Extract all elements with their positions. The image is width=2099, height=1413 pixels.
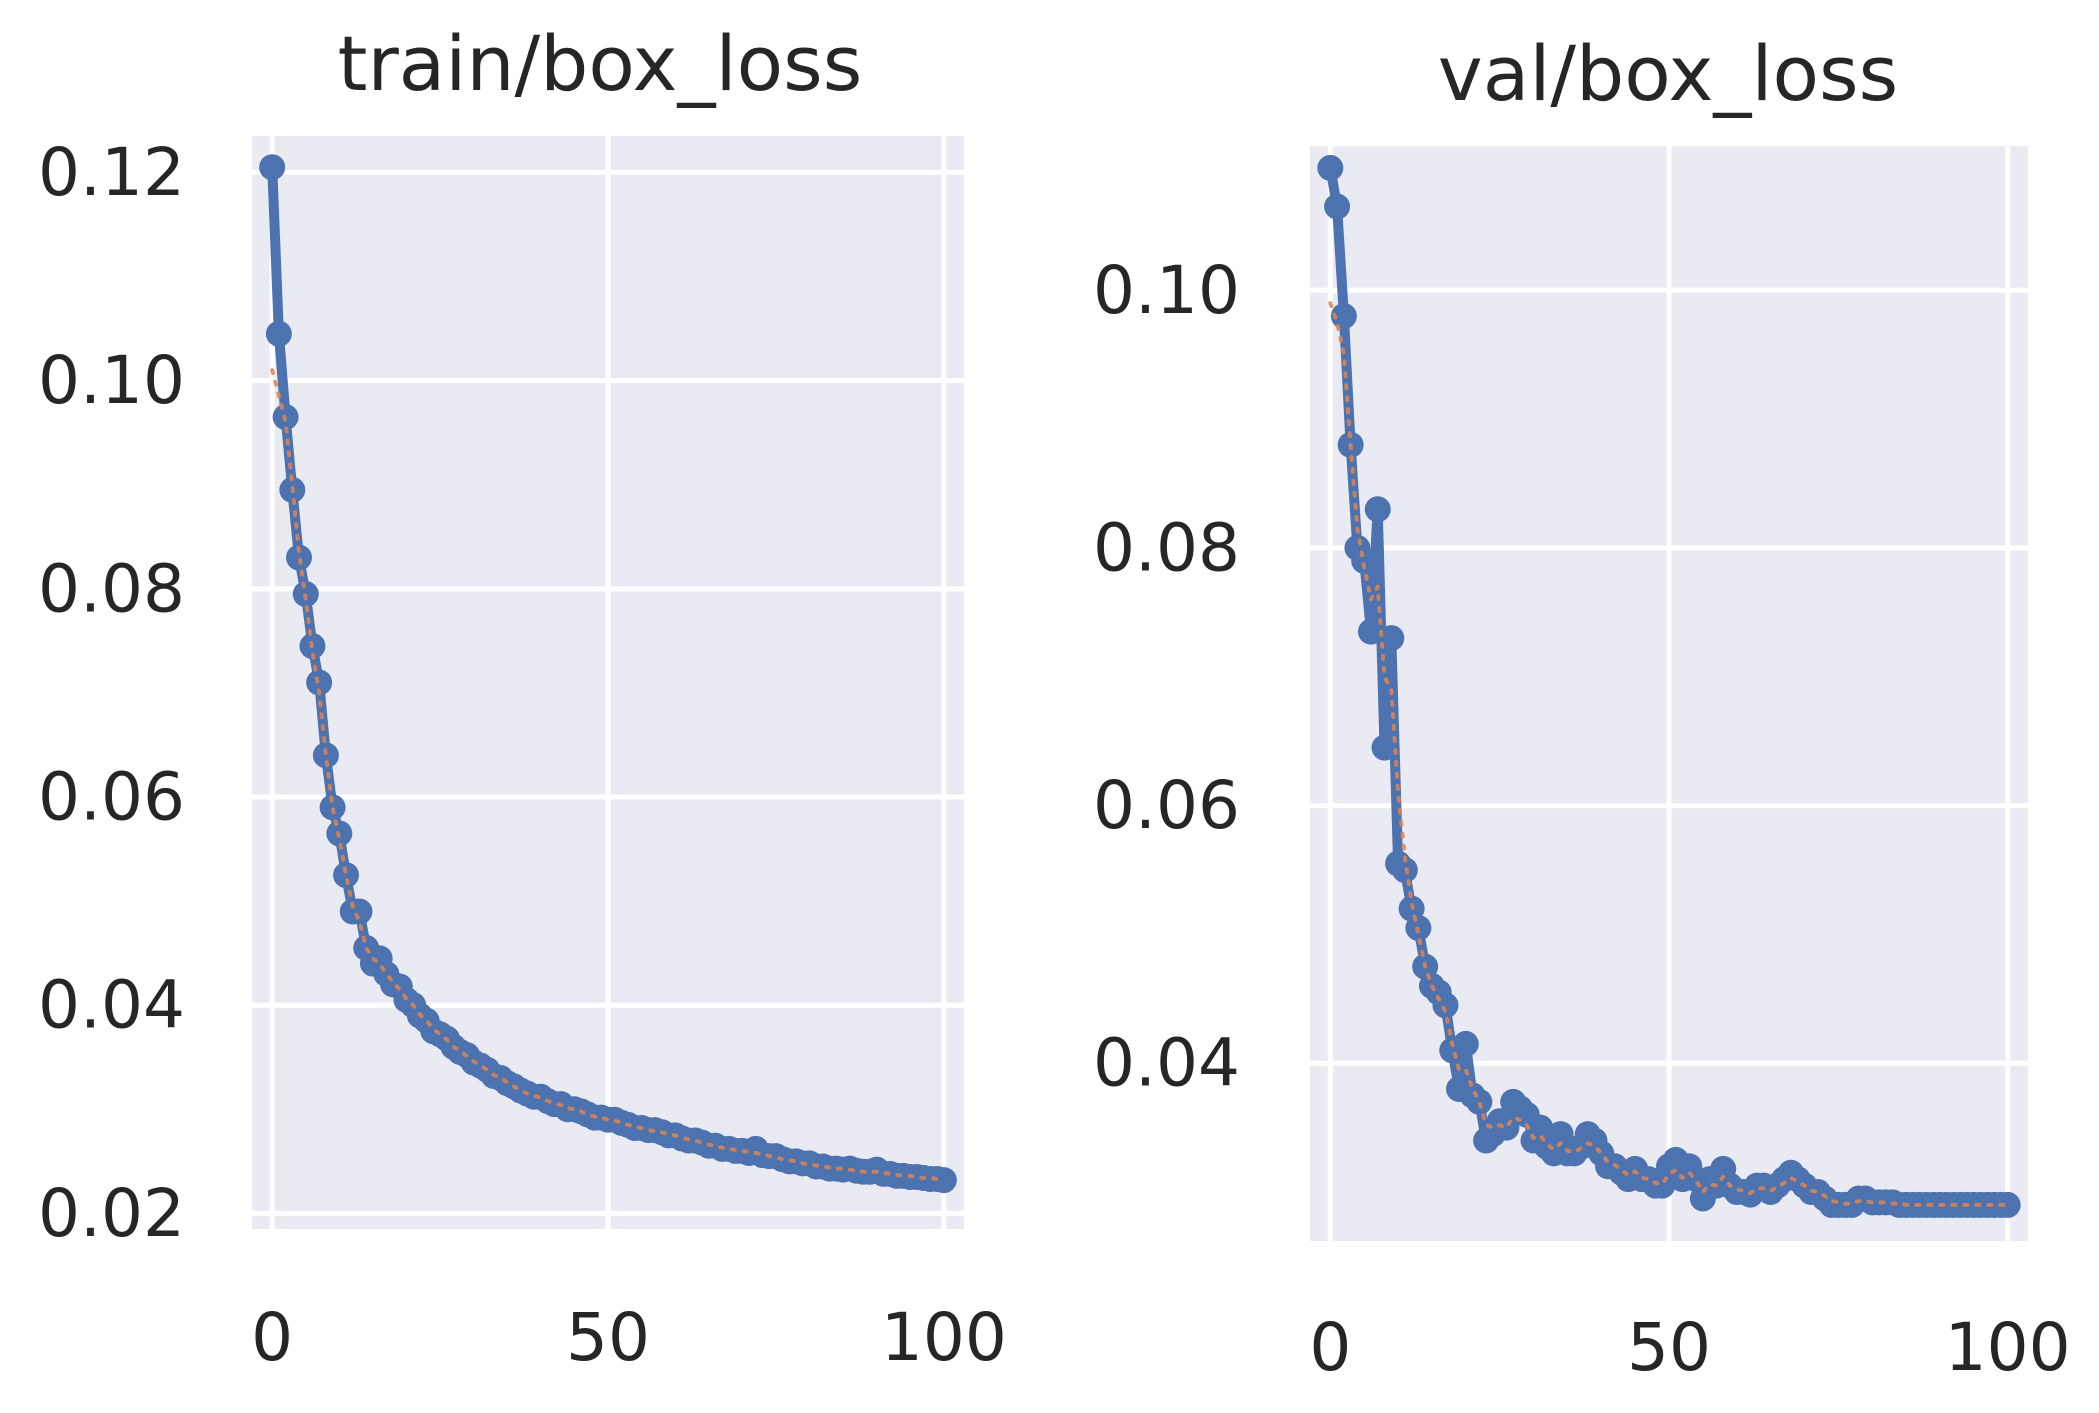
train-box-loss-results-point: [930, 1167, 957, 1194]
train-box-loss-results-point: [319, 794, 346, 821]
val-box-loss-ytick-label: 0.08: [1093, 509, 1240, 586]
train-box-loss-panel: 0.02 0.04 0.06 0.08 0.10 0.12 0 50 100 train/box_…: [38, 19, 1007, 1376]
train-box-loss-results-point: [265, 320, 292, 347]
train-box-loss-ytick-label: 0.02: [38, 1175, 185, 1252]
val-box-loss-results-point: [1371, 734, 1398, 761]
val-box-loss-title: val/box_loss: [1438, 29, 1898, 118]
val-box-loss-results-point: [1452, 1030, 1479, 1057]
train-box-loss-results-point: [259, 154, 286, 181]
val-box-loss-results-point: [1493, 1114, 1520, 1141]
train-box-loss-results-point: [333, 862, 360, 889]
train-box-loss-ytick-label: 0.08: [38, 550, 185, 627]
val-box-loss-xtick-label: 100: [1945, 1309, 2071, 1386]
train-box-loss-ytick-label: 0.12: [38, 134, 185, 211]
val-box-loss-ytick-label: 0.10: [1093, 252, 1240, 329]
val-box-loss-xtick-label: 0: [1309, 1309, 1351, 1386]
train-box-loss-results-point: [312, 742, 339, 769]
train-box-loss-ytick-label: 0.06: [38, 759, 185, 836]
val-box-loss-results-point: [1351, 547, 1378, 574]
val-box-loss-results-point: [1324, 193, 1351, 220]
val-box-loss-results-point: [1994, 1191, 2021, 1218]
val-box-loss-panel: 0.04 0.06 0.08 0.10 0 50 100 val/box_loss: [1093, 29, 2071, 1386]
val-box-loss-results-point: [1317, 154, 1344, 181]
val-box-loss-results-point: [1357, 618, 1384, 645]
train-box-loss-results-point: [286, 544, 313, 571]
val-box-loss-results-point: [1466, 1088, 1493, 1115]
val-box-loss-xtick-label: 50: [1627, 1309, 1711, 1386]
val-box-loss-ytick-label: 0.04: [1093, 1025, 1240, 1102]
train-box-loss-results-point: [306, 669, 333, 696]
train-box-loss-ytick-label: 0.10: [38, 342, 185, 419]
train-box-loss-ytick-label: 0.04: [38, 967, 185, 1044]
train-box-loss-smooth-line: [270, 368, 946, 1181]
val-box-loss-results-point: [1330, 303, 1357, 330]
val-box-loss-ytick-label: 0.06: [1093, 767, 1240, 844]
train-box-loss-xtick-label: 0: [251, 1299, 293, 1376]
val-box-loss-results-point: [1378, 625, 1405, 652]
train-box-loss-xtick-label: 50: [566, 1299, 650, 1376]
val-box-loss-results-point: [1364, 496, 1391, 523]
train-box-loss-title: train/box_loss: [338, 19, 863, 108]
train-box-loss-results-point: [346, 898, 373, 925]
val-box-loss-smooth-line: [1328, 301, 2010, 1207]
train-box-loss-xtick-label: 100: [881, 1299, 1007, 1376]
